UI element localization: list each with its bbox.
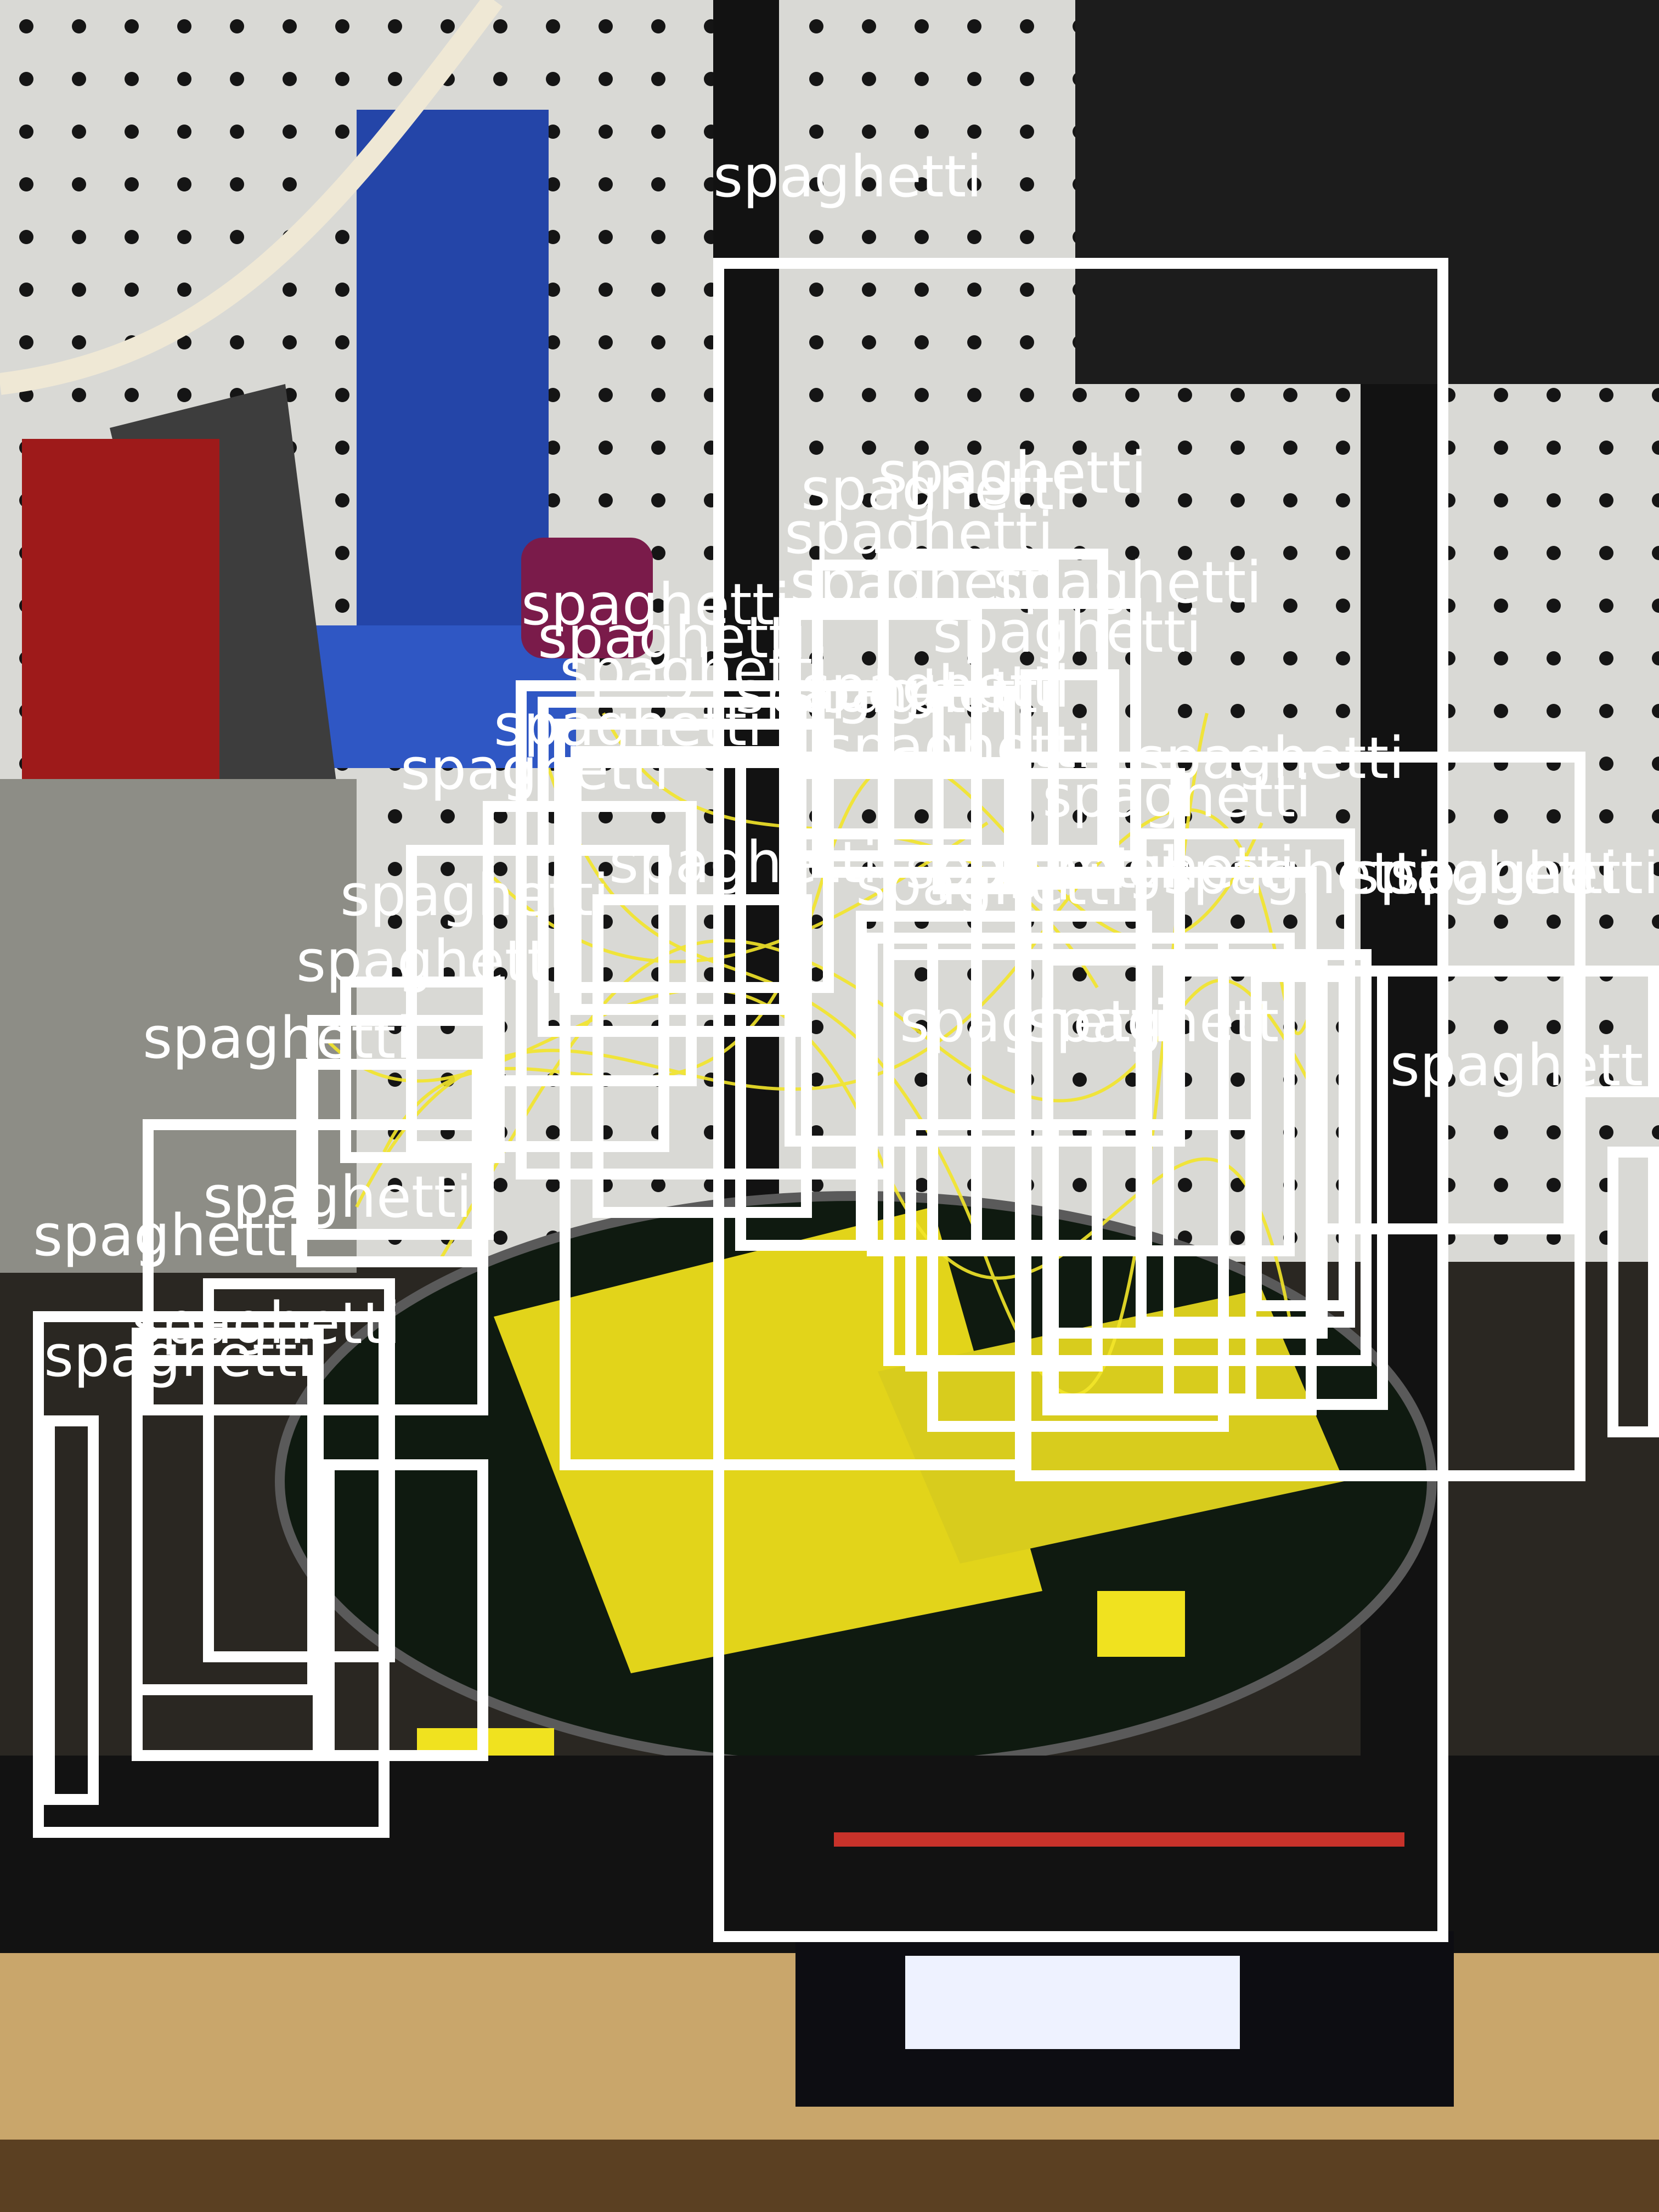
spaghetti-detection-box (592, 894, 812, 1218)
red-strip (834, 1832, 1404, 1847)
spaghetti-detection-label: spaghetti (132, 1290, 401, 1357)
spaghetti-detection-label: spaghetti (801, 456, 1070, 523)
spaghetti-detection-label: spaghetti (143, 1005, 412, 1071)
spaghetti-detection-box (1575, 966, 1659, 1097)
red-item (22, 439, 219, 823)
spaghetti-detection-label: spaghetti (44, 1323, 313, 1390)
spaghetti-detection-box (1607, 1147, 1659, 1437)
spaghetti-detection-label: spaghetti (785, 500, 1054, 567)
spaghetti-detection-label: spaghetti (538, 604, 807, 671)
spaghetti-detection-box (44, 1415, 99, 1805)
spaghetti-detection-label: spaghetti (609, 829, 878, 896)
spaghetti-detection-label: spaghetti (1163, 840, 1432, 907)
spaghetti-detection-label: spaghetti (494, 692, 763, 759)
spaghetti-detection-label: spaghetti (933, 599, 1202, 665)
spaghetti-detection-label: spaghetti (785, 659, 1054, 726)
spaghetti-detection-label: spaghetti (1026, 834, 1295, 901)
spaghetti-detection-label: spaghetti (1026, 988, 1295, 1055)
spaghetti-detection-box (324, 1459, 488, 1761)
spaghetti-detection-box (307, 1015, 494, 1240)
spaghetti-detection-label: spaghetti (735, 659, 1005, 726)
purple-cap (521, 538, 653, 658)
spaghetti-detection-label: spaghetti (856, 851, 1125, 918)
white-cable (0, 0, 503, 395)
spaghetti-detection-box (560, 757, 1031, 1470)
spaghetti-detection-label: spaghetti (1390, 840, 1659, 907)
spaghetti-detection-label: spaghetti (878, 439, 1147, 506)
spaghetti-detection-label: spaghetti (340, 862, 610, 929)
spaghetti-detection-label: spaghetti (713, 143, 983, 210)
spaghetti-detection-label: spaghetti (900, 988, 1169, 1055)
spaghetti-detection-box (132, 1328, 324, 1761)
spaghetti-detection-label: spaghetti (801, 653, 1070, 720)
spaghetti-detection-label: spaghetti (521, 571, 791, 638)
yellow-clip (1097, 1591, 1185, 1657)
spaghetti-detection-label: spaghetti (296, 928, 566, 995)
spaghetti-detection-label: spaghetti (790, 549, 1059, 616)
spaghetti-detection-label: spaghetti (560, 637, 829, 704)
spaghetti-detection-label: spaghetti (203, 1164, 472, 1231)
spaghetti-detection-label: spaghetti (823, 714, 1092, 781)
spaghetti-detection-label: spaghetti (400, 736, 670, 803)
spaghetti-detection-label: spaghetti (1350, 840, 1619, 907)
spaghetti-detection-label: spaghetti (1042, 763, 1312, 830)
spaghetti-detection-label: spaghetti (993, 549, 1262, 616)
spaghetti-detection-box (33, 1311, 390, 1838)
dark-shelf-top (1075, 0, 1659, 384)
spaghetti-detection-label: spaghetti (1390, 1032, 1659, 1099)
spaghetti-detection-label: spaghetti (1136, 725, 1405, 792)
spaghetti-detection-box (1251, 971, 1350, 1311)
spaghetti-detection-box (867, 933, 1295, 1256)
spaghetti-detection-box (340, 977, 505, 1163)
spaghetti-detection-label: spaghetti (905, 834, 1175, 901)
spaghetti-detection-box (1048, 1119, 1256, 1404)
spaghetti-detection-label: spaghetti (33, 1202, 302, 1269)
spaghetti-detection-box (1311, 966, 1575, 1234)
lcd-screen (905, 1956, 1240, 2049)
spaghetti-detection-box (713, 258, 1448, 1942)
printer-upright-right (1361, 384, 1437, 1975)
blue-jig (357, 110, 549, 713)
spaghetti-detection-box (927, 933, 1229, 1432)
workbench-edge (0, 2140, 1659, 2212)
